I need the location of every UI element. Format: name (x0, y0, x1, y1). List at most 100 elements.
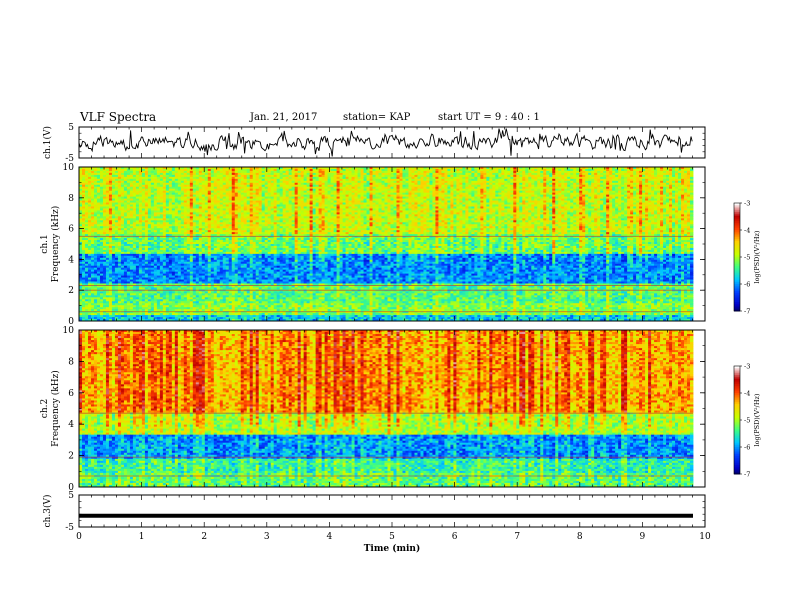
spectrogram-cell (171, 178, 176, 182)
spectrogram-cell (675, 168, 679, 172)
spectrogram-cell (573, 184, 577, 188)
spectrogram-cell (552, 182, 556, 186)
spectrogram-cell (540, 168, 544, 172)
spectrogram-cell (282, 172, 287, 176)
spectrogram-cell (171, 176, 176, 180)
spectrogram-cell (231, 178, 236, 182)
spectrogram-cell (84, 174, 89, 178)
spectrogram-cell (465, 188, 469, 192)
spectrogram-cell (333, 188, 337, 192)
spectrogram-cell (237, 190, 242, 194)
spectrogram-cell (228, 168, 233, 172)
spectrogram-cell (474, 176, 478, 180)
spectrogram-cell (486, 174, 490, 178)
spectrogram-cell (663, 176, 667, 180)
spectrogram-cell (351, 167, 355, 170)
spectrogram-cell (501, 167, 505, 170)
spectrogram-cell (519, 176, 523, 180)
spectrogram-cell (279, 178, 284, 182)
spectrogram-cell (99, 178, 104, 182)
spectrogram-cell (660, 167, 664, 170)
spectrogram-cell (513, 172, 517, 176)
spectrogram-cell (621, 190, 625, 194)
spectrogram-cell (201, 178, 206, 182)
spectrogram-cell (258, 176, 263, 180)
spectrogram-cell (255, 188, 260, 192)
spectrogram-cell (195, 178, 200, 182)
spectrogram-cell (414, 167, 418, 170)
spectrogram-cell (429, 180, 433, 184)
spectrogram-cell (441, 174, 445, 178)
spectrogram-cell (366, 170, 370, 174)
spectrogram-cell (186, 188, 191, 192)
spectrogram-cell (522, 182, 526, 186)
spectrogram-cell (456, 182, 460, 186)
spectrogram-cell (498, 174, 502, 178)
spectrogram-cell (255, 168, 260, 172)
spectrogram-cell (435, 188, 439, 192)
spectrogram-cell (573, 174, 577, 178)
spectrogram-cell (462, 174, 466, 178)
spectrogram-cell (678, 172, 682, 176)
spectrogram-cell (573, 182, 577, 186)
spectrogram-cell (549, 186, 553, 190)
spectrogram-cell (393, 180, 397, 184)
spectrogram-cell (474, 186, 478, 190)
spectrogram-cell (564, 174, 568, 178)
spectrogram-cell (660, 186, 664, 190)
spectrogram-cell (639, 186, 643, 190)
spectrogram-cell (297, 186, 302, 190)
spectrogram-cell (519, 172, 523, 176)
spectrogram-cell (282, 186, 287, 190)
spectrogram-cell (402, 188, 406, 192)
spectrogram-cell (450, 184, 454, 188)
spectrogram-cell (345, 184, 349, 188)
spectrogram-cell (414, 172, 418, 176)
spectrogram-cell (561, 174, 565, 178)
spectrogram-cell (624, 182, 628, 186)
spectrogram-cell (129, 170, 134, 174)
spectrogram-cell (252, 190, 257, 194)
spectrogram-cell (123, 188, 128, 192)
spectrogram-cell (363, 167, 367, 170)
spectrogram-cell (231, 170, 236, 174)
spectrogram-cell (654, 167, 658, 170)
spectrogram-cell (138, 182, 143, 186)
spectrogram-cell (330, 168, 334, 172)
spectrogram-cell (258, 172, 263, 176)
spectrogram-cell (627, 180, 631, 184)
spectrogram-cell (465, 174, 469, 178)
spectrogram-cell (468, 186, 472, 190)
spectrogram-cell (258, 182, 263, 186)
spectrogram-cell (624, 188, 628, 192)
spectrogram-cell (99, 190, 104, 194)
spectrogram-cell (318, 174, 323, 178)
spectrogram-cell (117, 186, 122, 190)
spectrogram-cell (339, 178, 343, 182)
spectrogram-cell (249, 167, 254, 170)
spectrogram-cell (531, 167, 535, 170)
spectrogram-cell (105, 170, 110, 174)
spectrogram-cell (543, 186, 547, 190)
spectrogram-cell (105, 176, 110, 180)
spectrogram-cell (90, 186, 95, 190)
spectrogram-cell (108, 180, 113, 184)
spectrogram-cell (82, 180, 86, 184)
spectrogram-cell (417, 168, 421, 172)
spectrogram-cell (546, 167, 550, 170)
spectrogram-cell (477, 172, 481, 176)
spectrogram-cell (324, 174, 328, 178)
spectrogram-cell (435, 186, 439, 190)
spectrogram-cell (657, 176, 661, 180)
spectrogram-cell (555, 180, 559, 184)
spectrogram-cell (402, 182, 406, 186)
spectrogram-cell (579, 172, 583, 176)
spectrogram-cell (516, 182, 520, 186)
spectrogram-cell (483, 184, 487, 188)
spectrogram-cell (351, 168, 355, 172)
spectrogram-cell (348, 190, 352, 194)
spectrogram-cell (549, 176, 553, 180)
spectrogram-cell (597, 174, 601, 178)
spectrogram-cell (678, 178, 682, 182)
spectrogram-cell (162, 178, 167, 182)
